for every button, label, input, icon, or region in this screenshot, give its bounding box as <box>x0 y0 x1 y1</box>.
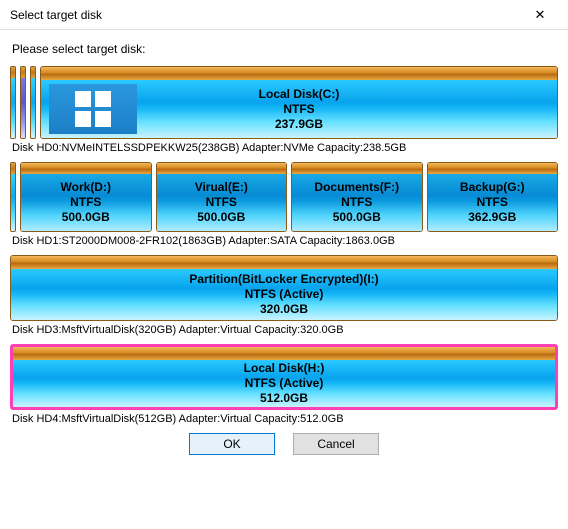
partition[interactable]: Work(D:) NTFS 500.0GB <box>20 162 152 232</box>
partition[interactable]: Partition(BitLocker Encrypted)(I:) NTFS … <box>10 255 558 321</box>
reserved-partition[interactable] <box>10 66 16 139</box>
disk-row: Partition(BitLocker Encrypted)(I:) NTFS … <box>10 255 558 321</box>
partition-text: Local Disk(C:) NTFS 237.9GB <box>259 87 340 132</box>
partition-text: Backup(G:) NTFS 362.9GB <box>460 180 525 225</box>
partition-body: Partition(BitLocker Encrypted)(I:) NTFS … <box>11 269 557 320</box>
partition-size: 237.9GB <box>259 117 340 132</box>
partition-text: Documents(F:) NTFS 500.0GB <box>314 180 399 225</box>
windows-logo-block <box>49 84 137 134</box>
partition-size: 500.0GB <box>314 210 399 225</box>
partition-name: Backup(G:) <box>460 180 525 195</box>
titlebar: Select target disk ✕ <box>0 0 568 30</box>
partition-fs: NTFS (Active) <box>244 376 325 391</box>
partition-selected[interactable]: Local Disk(H:) NTFS (Active) 512.0GB <box>10 344 558 410</box>
partition-name: Virual(E:) <box>195 180 248 195</box>
partition-text: Partition(BitLocker Encrypted)(I:) NTFS … <box>189 272 378 317</box>
partition-text: Virual(E:) NTFS 500.0GB <box>195 180 248 225</box>
disk-group: Local Disk(H:) NTFS (Active) 512.0GB Dis… <box>10 344 558 425</box>
reserved-partition[interactable] <box>20 66 26 139</box>
disk-group: Local Disk(C:) NTFS 237.9GB Disk HD0:NVM… <box>10 66 558 154</box>
partition-header-bar <box>13 347 555 360</box>
partition-header-bar <box>41 67 557 80</box>
partition-fs: NTFS (Active) <box>189 287 378 302</box>
reserved-partition[interactable] <box>10 162 16 232</box>
button-row: OK Cancel <box>10 433 558 463</box>
dialog-content: Please select target disk: Local Disk(C:… <box>0 30 568 463</box>
partition-name: Partition(BitLocker Encrypted)(I:) <box>189 272 378 287</box>
partition[interactable]: Documents(F:) NTFS 500.0GB <box>291 162 423 232</box>
cancel-button[interactable]: Cancel <box>293 433 379 455</box>
close-icon[interactable]: ✕ <box>520 7 560 23</box>
disk-caption: Disk HD1:ST2000DM008-2FR102(1863GB) Adap… <box>12 235 558 247</box>
partition-fs: NTFS <box>259 102 340 117</box>
disk-group: Work(D:) NTFS 500.0GB Virual(E:) NTFS 50… <box>10 162 558 247</box>
partition[interactable]: Local Disk(C:) NTFS 237.9GB <box>40 66 558 139</box>
partition-size: 500.0GB <box>61 210 111 225</box>
partition-body: Work(D:) NTFS 500.0GB <box>21 174 151 231</box>
partition-header-bar <box>21 163 151 174</box>
partition-name: Documents(F:) <box>314 180 399 195</box>
reserved-partition[interactable] <box>30 66 36 139</box>
partition-name: Work(D:) <box>61 180 111 195</box>
partition-size: 362.9GB <box>460 210 525 225</box>
partition[interactable]: Backup(G:) NTFS 362.9GB <box>427 162 559 232</box>
partition-header-bar <box>11 256 557 269</box>
partition-body: Backup(G:) NTFS 362.9GB <box>428 174 558 231</box>
partition-body: Local Disk(C:) NTFS 237.9GB <box>41 80 557 138</box>
disk-row: Local Disk(H:) NTFS (Active) 512.0GB <box>10 344 558 410</box>
partition-body: Documents(F:) NTFS 500.0GB <box>292 174 422 231</box>
disk-caption: Disk HD0:NVMeINTELSSDPEKKW25(238GB) Adap… <box>12 142 558 154</box>
disk-caption: Disk HD4:MsftVirtualDisk(512GB) Adapter:… <box>12 413 558 425</box>
partition-fs: NTFS <box>314 195 399 210</box>
disk-group: Partition(BitLocker Encrypted)(I:) NTFS … <box>10 255 558 336</box>
partition-fs: NTFS <box>460 195 525 210</box>
ok-button[interactable]: OK <box>189 433 275 455</box>
disk-caption: Disk HD3:MsftVirtualDisk(320GB) Adapter:… <box>12 324 558 336</box>
partition-text: Work(D:) NTFS 500.0GB <box>61 180 111 225</box>
prompt-text: Please select target disk: <box>12 42 558 56</box>
partition-size: 512.0GB <box>244 391 325 406</box>
partition-text: Local Disk(H:) NTFS (Active) 512.0GB <box>244 361 325 406</box>
partition-fs: NTFS <box>195 195 248 210</box>
partition-size: 500.0GB <box>195 210 248 225</box>
partition-fs: NTFS <box>61 195 111 210</box>
window-title: Select target disk <box>10 8 102 22</box>
partition-name: Local Disk(H:) <box>244 361 325 376</box>
windows-logo-icon <box>75 91 111 127</box>
disk-row: Work(D:) NTFS 500.0GB Virual(E:) NTFS 50… <box>10 162 558 232</box>
disk-row: Local Disk(C:) NTFS 237.9GB <box>10 66 558 139</box>
partition[interactable]: Virual(E:) NTFS 500.0GB <box>156 162 288 232</box>
partition-header-bar <box>157 163 287 174</box>
partition-name: Local Disk(C:) <box>259 87 340 102</box>
partition-body: Local Disk(H:) NTFS (Active) 512.0GB <box>13 360 555 407</box>
partition-header-bar <box>428 163 558 174</box>
partition-size: 320.0GB <box>189 302 378 317</box>
partition-header-bar <box>292 163 422 174</box>
partition-body: Virual(E:) NTFS 500.0GB <box>157 174 287 231</box>
